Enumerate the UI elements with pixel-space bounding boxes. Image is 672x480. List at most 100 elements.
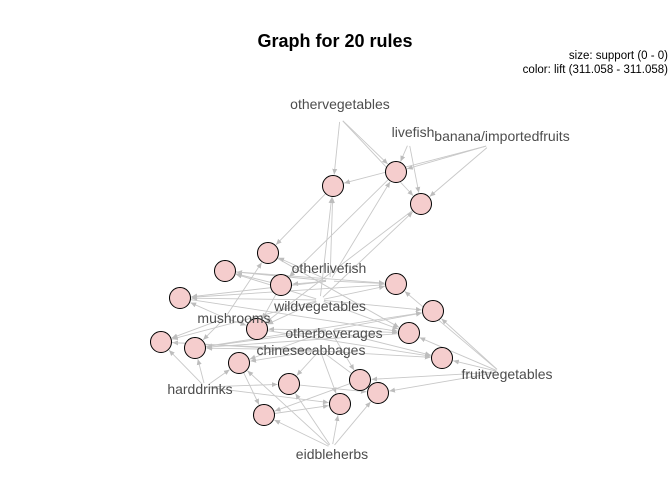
graph-title: Graph for 20 rules [257,31,412,51]
rule-node [322,175,344,197]
legend-size: size: support (0 - 0) [569,50,668,62]
graph-edge [299,384,367,394]
graph-edge [274,383,351,412]
graph-edge [208,387,329,405]
rule-node [257,242,279,264]
item-label-otherbeverages: otherbeverages [285,325,382,341]
item-label-fruitvegetables: fruitvegetables [461,366,552,382]
graph-edge [429,147,488,197]
graph-edge [235,271,385,286]
graph-edge [205,311,422,347]
graph-edge [344,145,487,185]
graph-edge [265,210,413,323]
graph-edge [441,318,498,370]
item-label-mushrooms: mushrooms [197,310,270,326]
graph-edge [389,372,497,393]
item-label-harddrinks: harddrinks [167,381,232,397]
graph-edge [323,285,385,300]
graph-edge [268,326,327,332]
graph-edge [322,211,413,298]
graph-edge [236,272,271,283]
graph-edge [323,300,399,330]
graph-edge [333,330,431,357]
rule-node [398,322,420,344]
rule-node [228,352,250,374]
graph-edge [296,352,318,376]
rule-node [329,393,351,415]
rule-node [253,404,275,426]
rule-node [410,193,432,215]
graph-edge [171,318,222,339]
graph-edge [208,382,278,388]
graph-edge [331,181,391,278]
rule-node [278,373,300,395]
graph-edge [267,301,317,325]
rule-node [169,287,191,309]
graph-edge [250,350,317,363]
graph-edge [168,349,203,385]
rule-nodes-layer [150,161,453,426]
graph-edge [332,415,340,445]
item-label-banana-importedfruits: banana/importedfruits [434,128,569,144]
graph-edge [243,372,260,405]
item-label-othervegetables: othervegetables [290,96,390,112]
rule-node [385,161,407,183]
graph-edge [190,302,222,317]
item-label-otherlivefish: otherlivefish [292,260,367,276]
graph-edge [404,291,498,370]
graph-edge [190,299,398,333]
graph-edge [334,401,371,446]
graph-edge [409,145,421,193]
item-label-livefish: livefish [392,124,435,140]
graph-edge [274,403,329,414]
graph-edge [333,329,398,335]
graph-edge [342,120,389,165]
rule-node [270,274,292,296]
graph-edge [419,337,497,371]
item-labels-layer: othervegetables livefish banana/imported… [167,96,569,462]
graph-edge [262,294,277,320]
graph-edge [202,320,223,341]
graph-edge [333,280,385,286]
legend-color: color: lift (311.058 - 311.058) [523,64,668,76]
graph-edge [276,257,400,328]
graph-edge [274,419,329,447]
item-label-chinesecabbages: chinesecabbages [257,342,366,358]
graph-edge [172,300,317,341]
graph-edge [288,179,389,278]
graph-edge [320,353,337,394]
rule-node [422,300,444,322]
graph-edge [278,257,327,280]
graph-edge [247,370,330,446]
graph-edge [208,369,230,386]
graph-edge [329,197,335,278]
graph-edge [332,121,341,175]
graph-edge [295,393,331,445]
rule-node [214,260,236,282]
item-label-wildvegetables: wildvegetables [273,298,366,314]
rule-node [385,273,407,295]
graph-edge [249,330,327,360]
rule-node [349,369,371,391]
rule-node [367,382,389,404]
graph-edge [331,333,355,371]
graph-edge [320,197,334,297]
graph-edge [453,359,497,372]
rule-node [246,318,268,340]
graph-edge [196,359,205,384]
rule-node [184,337,206,359]
graph-edge [206,330,327,349]
graph-edge [171,342,431,360]
graph-edge [267,330,431,358]
graph-edge [342,120,414,196]
graph-edge [275,193,327,246]
graph-edge [228,318,247,326]
item-label-eidbleherbs: eidbleherbs [296,446,368,462]
graph-edge [371,371,497,382]
graph-edge [206,333,399,350]
rule-node [431,347,453,369]
graph-edge [323,299,422,312]
graph-edge [333,311,422,330]
rule-node [150,331,172,353]
